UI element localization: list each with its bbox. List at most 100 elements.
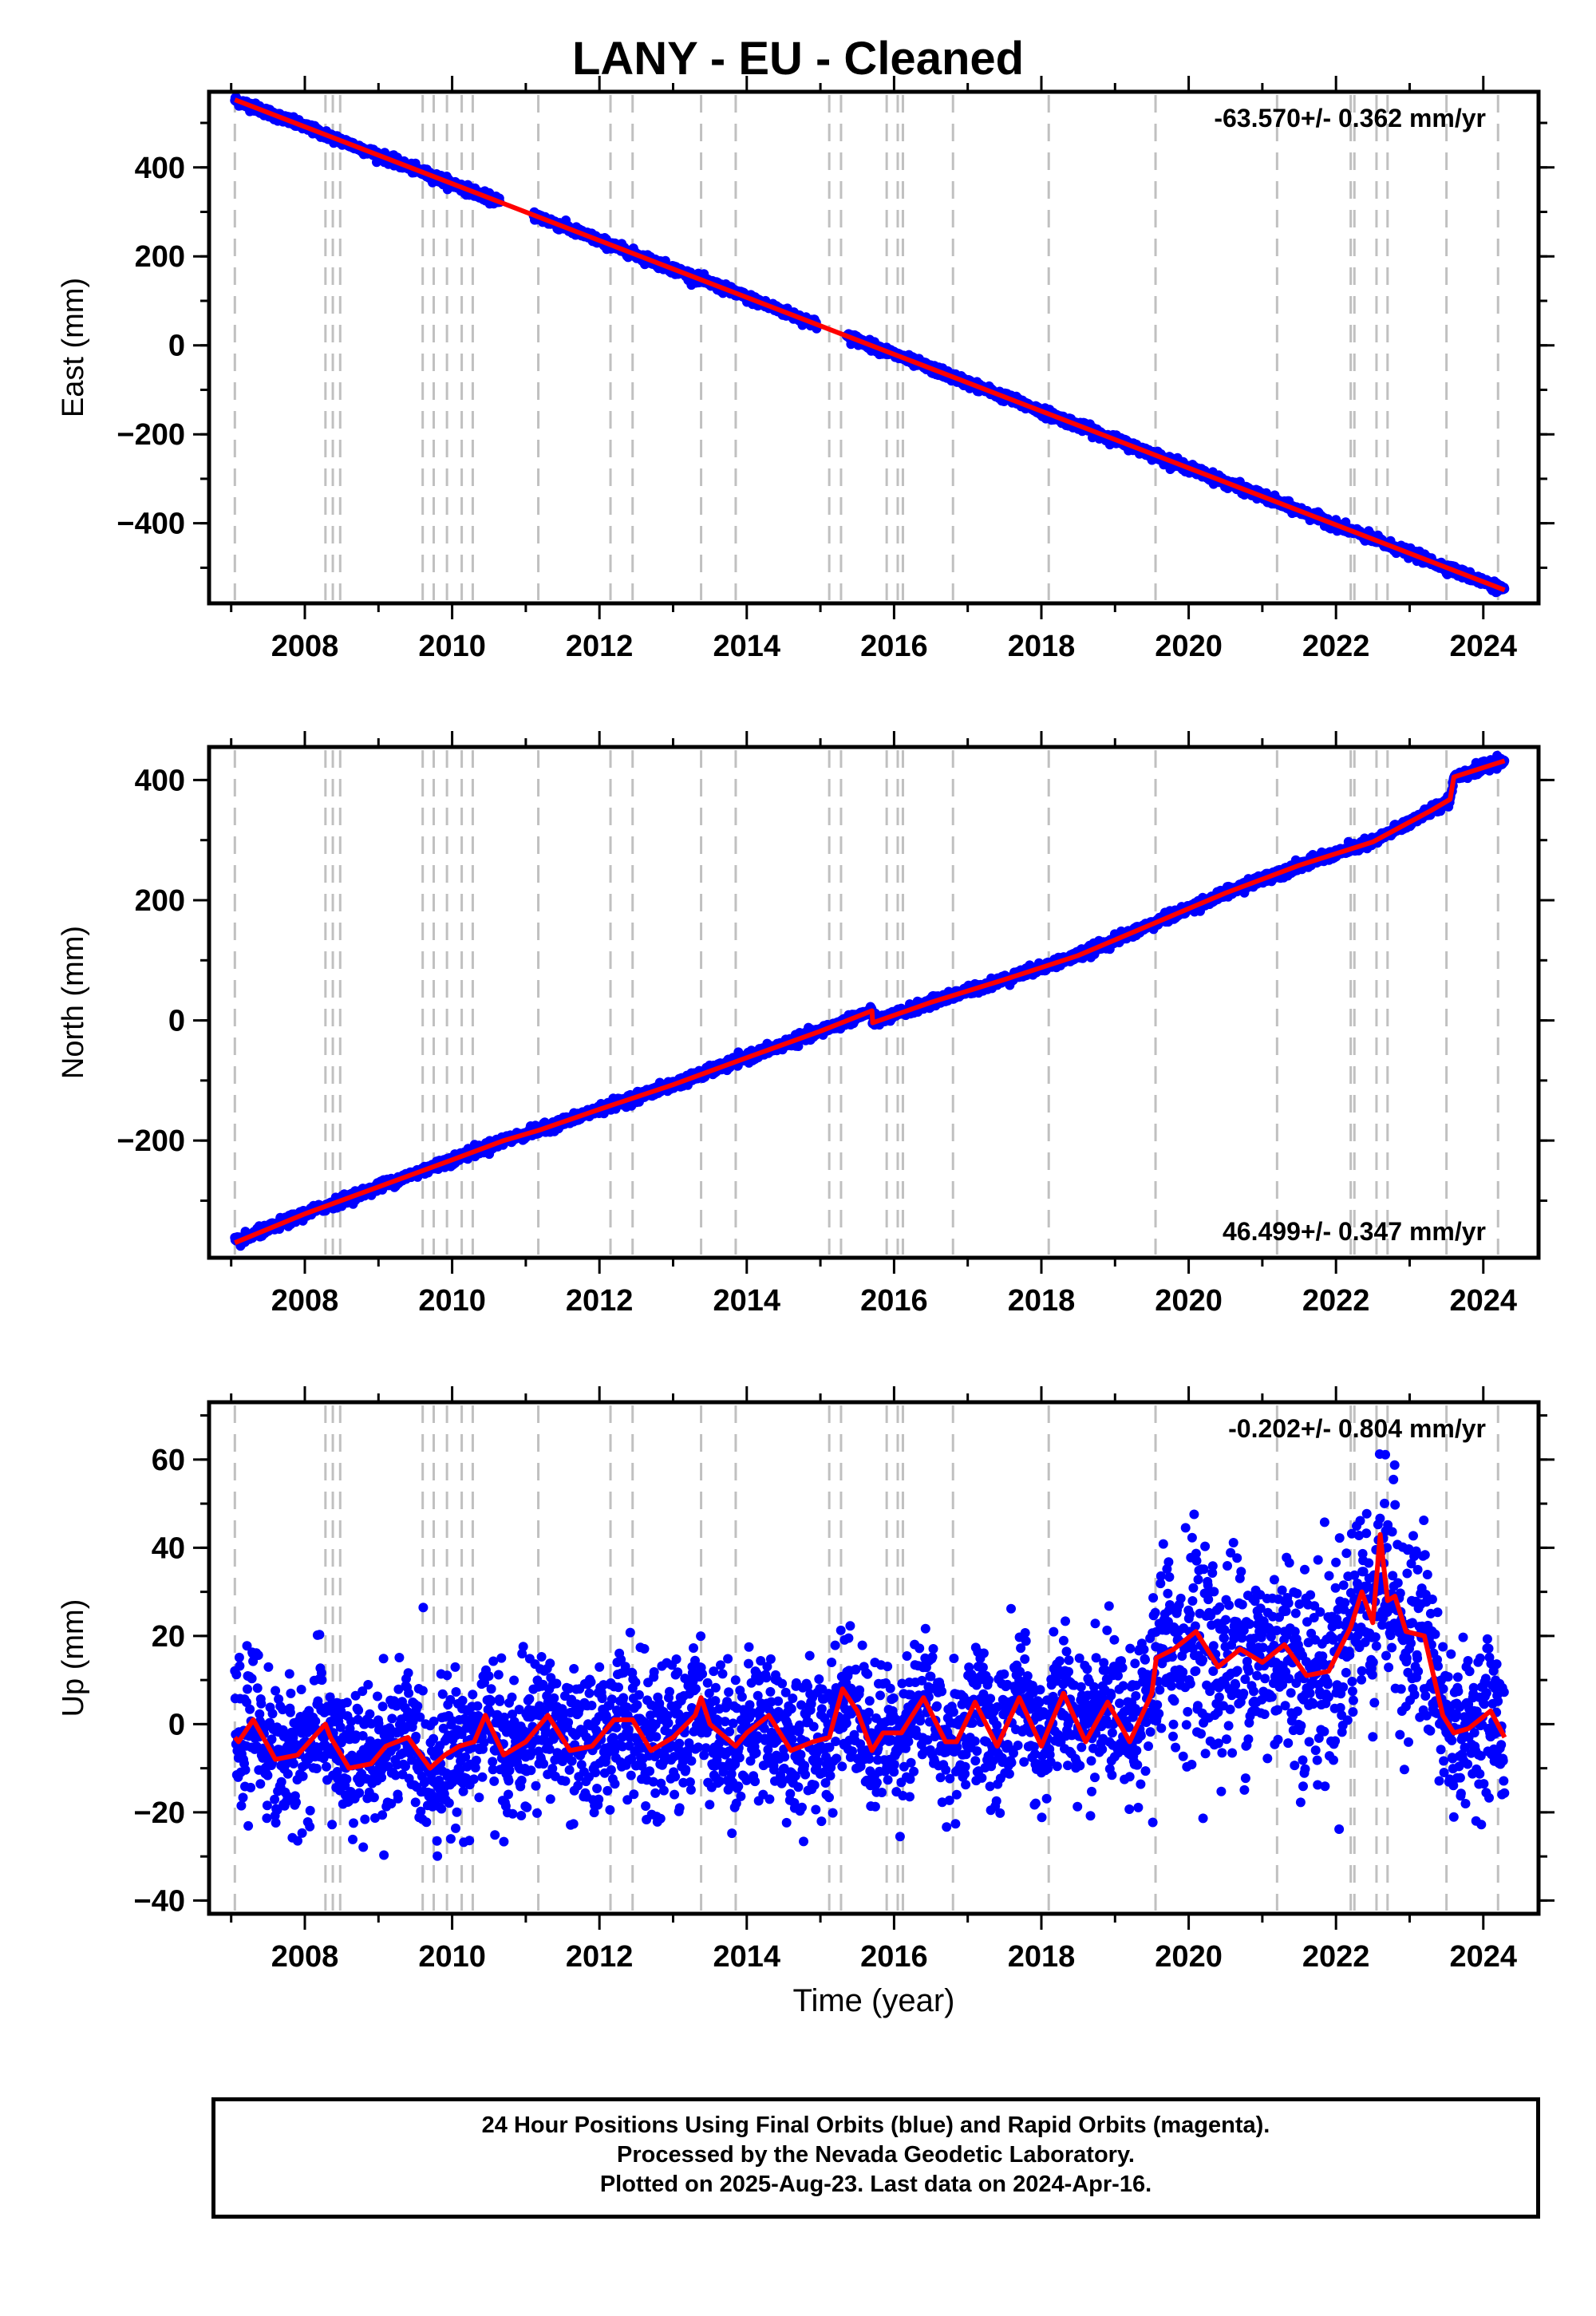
north-data-point (730, 1057, 741, 1068)
east-data-point (528, 211, 539, 221)
north-data-point (243, 1231, 253, 1242)
north-data-point (387, 1175, 397, 1185)
east-data-point (488, 193, 498, 204)
east-data-point (1070, 421, 1080, 432)
east-data-point (638, 251, 647, 262)
north-data-point (808, 1028, 819, 1038)
east-data-point (1444, 562, 1454, 572)
east-data-point (1408, 547, 1417, 558)
east-data-point (1027, 404, 1037, 414)
north-data-point (366, 1182, 377, 1192)
east-data-point (782, 303, 792, 314)
east-data-point (1094, 428, 1104, 438)
east-data-point (1476, 573, 1487, 583)
north-data-point (701, 1065, 711, 1076)
north-data-point (526, 1128, 536, 1138)
north-data-point (711, 1066, 721, 1077)
north-data-point (935, 998, 946, 1008)
east-data-point (462, 184, 472, 195)
east-data-point (1283, 499, 1294, 509)
east-data-point (767, 301, 777, 311)
east-data-point (1391, 544, 1401, 555)
east-data-point (980, 383, 990, 393)
north-data-point (898, 1006, 908, 1017)
north-data-point (543, 1120, 553, 1130)
north-data-point (946, 989, 957, 999)
north-data-point (752, 1051, 762, 1061)
east-data-point (306, 125, 317, 136)
north-data-point (525, 1127, 535, 1137)
east-data-point (572, 227, 583, 237)
east-data-point (370, 149, 380, 159)
north-data-point (876, 1014, 887, 1025)
east-data-point (1453, 564, 1464, 575)
north-data-point (942, 992, 952, 1002)
east-data-point (1445, 567, 1456, 578)
north-data-point (674, 1073, 685, 1084)
east-data-point (1455, 569, 1465, 579)
north-data-point (283, 1216, 294, 1227)
east-data-point (308, 124, 318, 135)
east-data-point (1489, 583, 1499, 593)
east-data-point (1319, 521, 1329, 532)
east-data-point (377, 154, 387, 164)
north-data-point (409, 1170, 419, 1180)
east-data-point (875, 342, 885, 351)
east-data-point (440, 177, 450, 188)
north-data-point (495, 1138, 505, 1148)
north-data-point (898, 1005, 908, 1015)
east-data-point (1106, 437, 1116, 447)
north-data-point (340, 1194, 350, 1203)
east-data-point (239, 97, 249, 107)
north-data-point (559, 1113, 569, 1123)
north-data-point (311, 1206, 322, 1215)
east-data-point (998, 390, 1009, 401)
east-data-point (866, 337, 876, 347)
north-data-point (308, 1205, 318, 1215)
east-data-point (442, 179, 452, 189)
east-data-point (950, 373, 961, 383)
east-data-point (1467, 573, 1477, 583)
east-data-point (808, 318, 818, 329)
north-data-point (614, 1097, 623, 1106)
north-data-point (620, 1097, 630, 1108)
east-data-point (755, 295, 765, 306)
east-data-point (421, 170, 431, 180)
east-data-point (1254, 491, 1265, 501)
north-data-point (857, 1008, 867, 1018)
east-data-point (346, 140, 356, 150)
east-data-point (742, 297, 752, 307)
north-data-point (230, 1235, 240, 1245)
north-data-point (911, 1000, 922, 1010)
east-data-point (663, 263, 673, 273)
east-data-point (689, 272, 700, 283)
east-data-point (1454, 567, 1464, 577)
north-data-point (830, 1018, 840, 1029)
north-data-point (870, 1008, 880, 1018)
east-data-point (744, 294, 753, 304)
north-data-point (871, 1017, 881, 1026)
north-data-point (693, 1070, 704, 1081)
north-data-point (918, 1000, 929, 1010)
east-data-point (413, 166, 424, 176)
east-data-point (1360, 536, 1370, 546)
north-data-point (904, 1004, 914, 1014)
north-data-point (497, 1139, 508, 1149)
east-data-point (430, 174, 440, 184)
east-data-point (772, 306, 782, 316)
north-data-point (598, 1105, 608, 1116)
north-data-point (369, 1182, 379, 1192)
north-data-point (550, 1120, 560, 1130)
east-data-point (623, 252, 634, 263)
east-data-point (1086, 425, 1096, 436)
east-data-point (1099, 432, 1109, 441)
east-data-point (1124, 441, 1135, 451)
east-data-point (1376, 534, 1386, 544)
east-data-point (1328, 519, 1337, 529)
north-data-point (555, 1120, 565, 1131)
east-data-point (1318, 516, 1329, 526)
east-data-point (1211, 474, 1221, 484)
east-data-point (913, 354, 923, 365)
east-data-point (891, 350, 901, 360)
east-data-point (1203, 474, 1214, 484)
